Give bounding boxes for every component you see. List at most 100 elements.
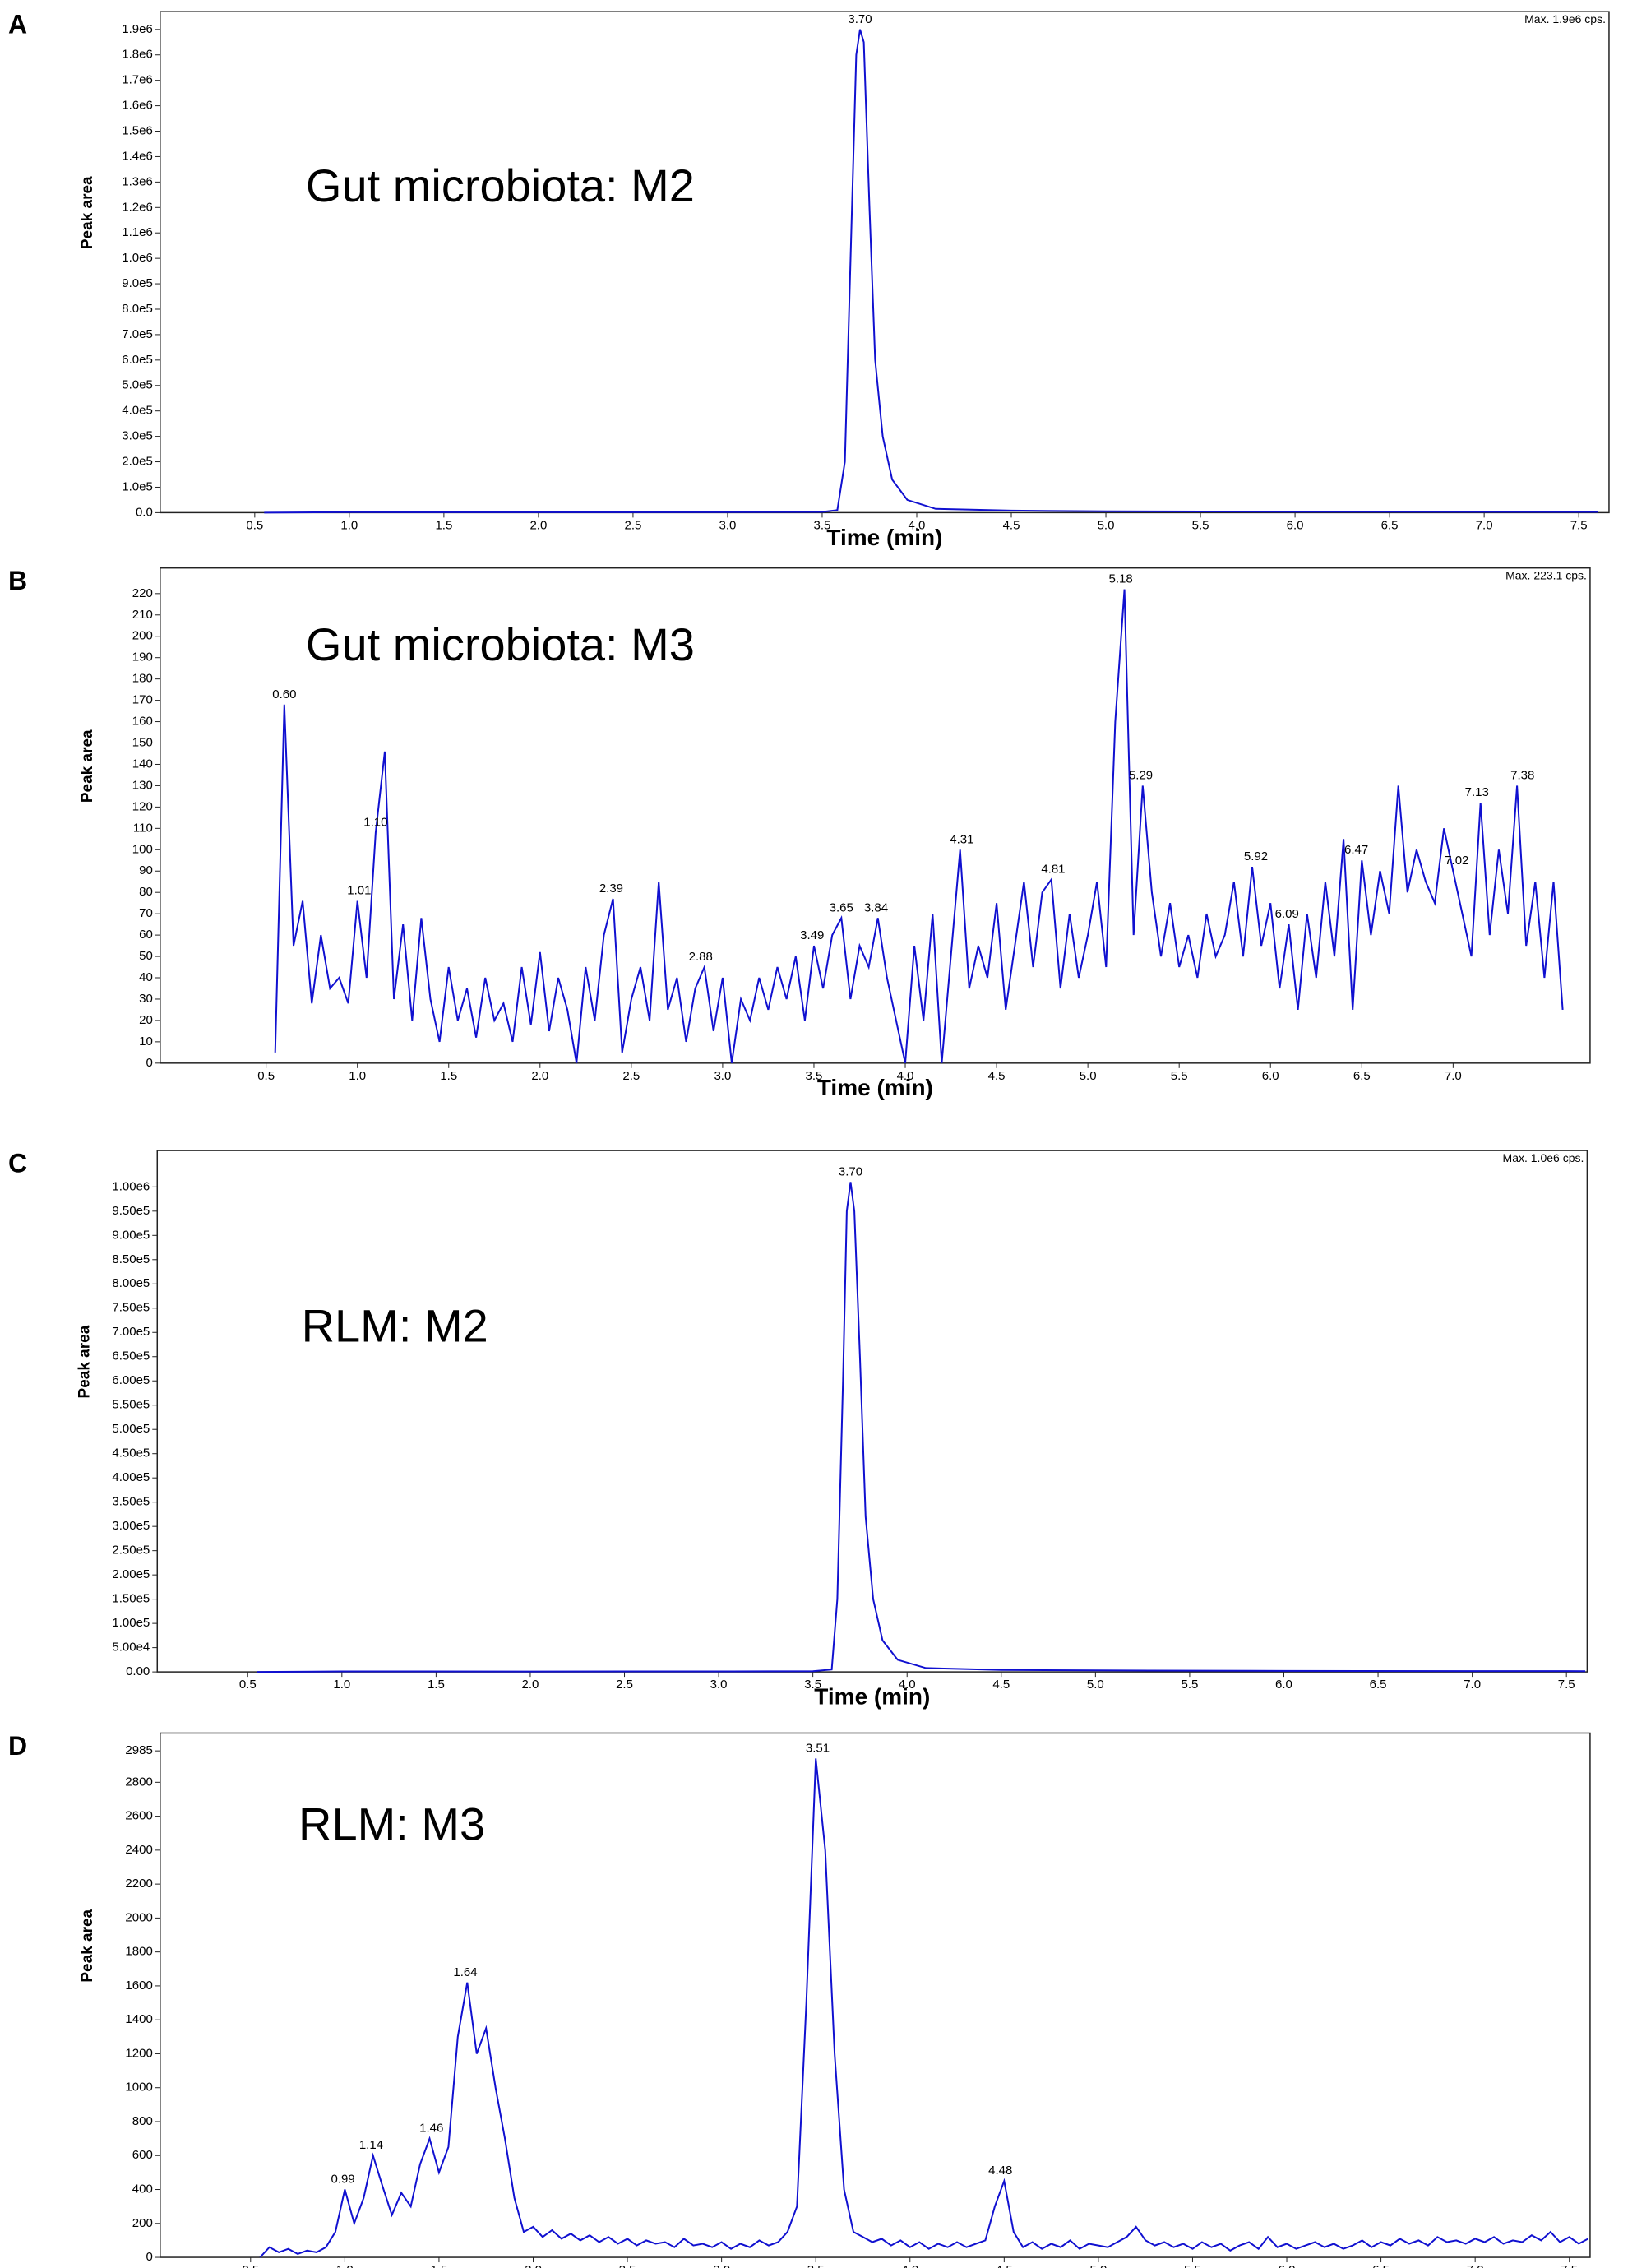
x-tick-label: 4.0 [901, 2263, 918, 2268]
x-tick-label: 2.5 [622, 1069, 640, 1083]
y-tick-label: 400 [132, 2182, 153, 2196]
peak-label: 6.47 [1344, 843, 1368, 857]
y-tick-label: 90 [139, 863, 153, 877]
x-tick-label: 7.5 [1570, 518, 1588, 532]
x-tick-label: 3.5 [804, 1678, 821, 1692]
x-tick-label: 4.5 [1003, 518, 1020, 532]
max-label: Max. 1.9e6 cps. [1524, 12, 1606, 25]
y-tick-label: 4.0e5 [122, 404, 153, 418]
annotation: RLM: M2 [302, 1300, 488, 1352]
x-axis-label: Time (min) [814, 1683, 930, 1709]
max-label: Max. 223.1 cps. [1505, 568, 1587, 581]
y-tick-label: 7.50e5 [112, 1301, 150, 1315]
annotation: RLM: M3 [298, 1798, 485, 1849]
x-tick-label: 0.5 [257, 1069, 275, 1083]
y-tick-label: 150 [132, 735, 153, 749]
x-tick-label: 6.0 [1287, 518, 1304, 532]
x-tick-label: 7.0 [1445, 1069, 1462, 1083]
y-tick-label: 4.50e5 [112, 1446, 150, 1460]
y-axis-label: Peak area [79, 1909, 96, 1982]
x-tick-label: 3.0 [710, 1678, 728, 1692]
y-tick-label: 2600 [125, 1809, 152, 1823]
chromatogram-line [257, 1182, 1586, 1673]
x-tick-label: 5.0 [1080, 1069, 1097, 1083]
y-tick-label: 1.4e6 [122, 149, 153, 163]
x-tick-label: 3.0 [713, 2263, 730, 2268]
x-tick-label: 4.0 [899, 1678, 916, 1692]
y-tick-label: 2.00e5 [112, 1567, 150, 1581]
x-tick-label: 2.0 [531, 1069, 548, 1083]
x-tick-label: 3.5 [814, 518, 831, 532]
x-tick-label: 6.5 [1370, 1678, 1387, 1692]
peak-label: 3.65 [830, 900, 853, 914]
y-tick-label: 3.50e5 [112, 1495, 150, 1509]
y-tick-label: 600 [132, 2148, 153, 2162]
x-tick-label: 3.0 [714, 1069, 731, 1083]
y-tick-label: 10 [139, 1034, 153, 1048]
x-tick-label: 7.5 [1558, 1678, 1575, 1692]
y-axis-label: Peak area [79, 176, 96, 249]
y-tick-label: 200 [132, 2216, 153, 2230]
y-tick-label: 7.00e5 [112, 1325, 150, 1339]
y-tick-label: 6.50e5 [112, 1349, 150, 1363]
peak-label: 1.46 [419, 2122, 443, 2136]
x-tick-label: 7.0 [1464, 1678, 1481, 1692]
y-tick-label: 5.00e4 [112, 1641, 150, 1655]
x-tick-label: 1.5 [430, 2263, 447, 2268]
x-tick-label: 5.5 [1184, 2263, 1201, 2268]
peak-label: 0.60 [272, 687, 296, 701]
y-tick-label: 1600 [125, 1979, 152, 1993]
y-tick-label: 1.7e6 [122, 73, 153, 87]
y-tick-label: 110 [133, 821, 153, 835]
peak-label: 1.14 [359, 2138, 383, 2152]
x-tick-label: 6.0 [1279, 2263, 1296, 2268]
y-tick-label: 1.9e6 [122, 22, 153, 36]
peak-label: 0.99 [331, 2172, 354, 2186]
y-tick-label: 0 [146, 2250, 152, 2264]
x-tick-label: 2.5 [619, 2263, 636, 2268]
x-tick-label: 6.5 [1353, 1069, 1371, 1083]
y-tick-label: 1.8e6 [122, 48, 153, 62]
panel-label: A [8, 10, 27, 39]
y-tick-label: 8.00e5 [112, 1276, 150, 1290]
y-tick-label: 1.0e5 [122, 479, 153, 493]
x-tick-label: 4.0 [897, 1069, 914, 1083]
peak-label: 3.70 [848, 12, 872, 26]
y-tick-label: 1.3e6 [122, 174, 153, 188]
x-tick-label: 7.5 [1561, 2263, 1578, 2268]
y-tick-label: 1800 [125, 1945, 152, 1959]
y-tick-label: 2.0e5 [122, 455, 153, 469]
x-tick-label: 0.5 [242, 2263, 259, 2268]
y-tick-label: 1.2e6 [122, 200, 153, 214]
y-tick-label: 9.0e5 [122, 276, 153, 290]
y-tick-label: 160 [132, 715, 153, 729]
y-tick-label: 1400 [125, 2012, 152, 2026]
y-tick-label: 1.00e5 [112, 1616, 150, 1630]
y-tick-label: 4.00e5 [112, 1470, 150, 1484]
x-tick-label: 5.5 [1181, 1678, 1198, 1692]
annotation: Gut microbiota: M2 [306, 160, 695, 211]
x-axis-label: Time (min) [826, 525, 942, 550]
y-tick-label: 140 [132, 757, 153, 771]
y-tick-label: 1.1e6 [122, 225, 153, 239]
y-tick-label: 100 [132, 842, 153, 856]
y-tick-label: 6.00e5 [112, 1373, 150, 1387]
y-tick-label: 2985 [125, 1743, 152, 1757]
y-tick-label: 40 [139, 970, 153, 984]
y-tick-label: 1.5e6 [122, 123, 153, 137]
y-tick-label: 210 [132, 608, 153, 622]
panel-label: B [8, 566, 27, 595]
y-tick-label: 6.0e5 [122, 353, 153, 367]
y-tick-label: 70 [139, 906, 153, 920]
x-tick-label: 1.0 [340, 518, 358, 532]
peak-label: 7.13 [1465, 785, 1489, 799]
y-tick-label: 9.00e5 [112, 1228, 150, 1242]
x-tick-label: 3.5 [806, 1069, 823, 1083]
peak-label: 7.38 [1510, 768, 1534, 782]
chromatogram-line [264, 29, 1598, 514]
peak-label: 4.48 [988, 2164, 1012, 2178]
y-tick-label: 7.0e5 [122, 327, 153, 341]
panel-label: D [8, 1731, 27, 1761]
x-tick-label: 7.0 [1476, 518, 1493, 532]
